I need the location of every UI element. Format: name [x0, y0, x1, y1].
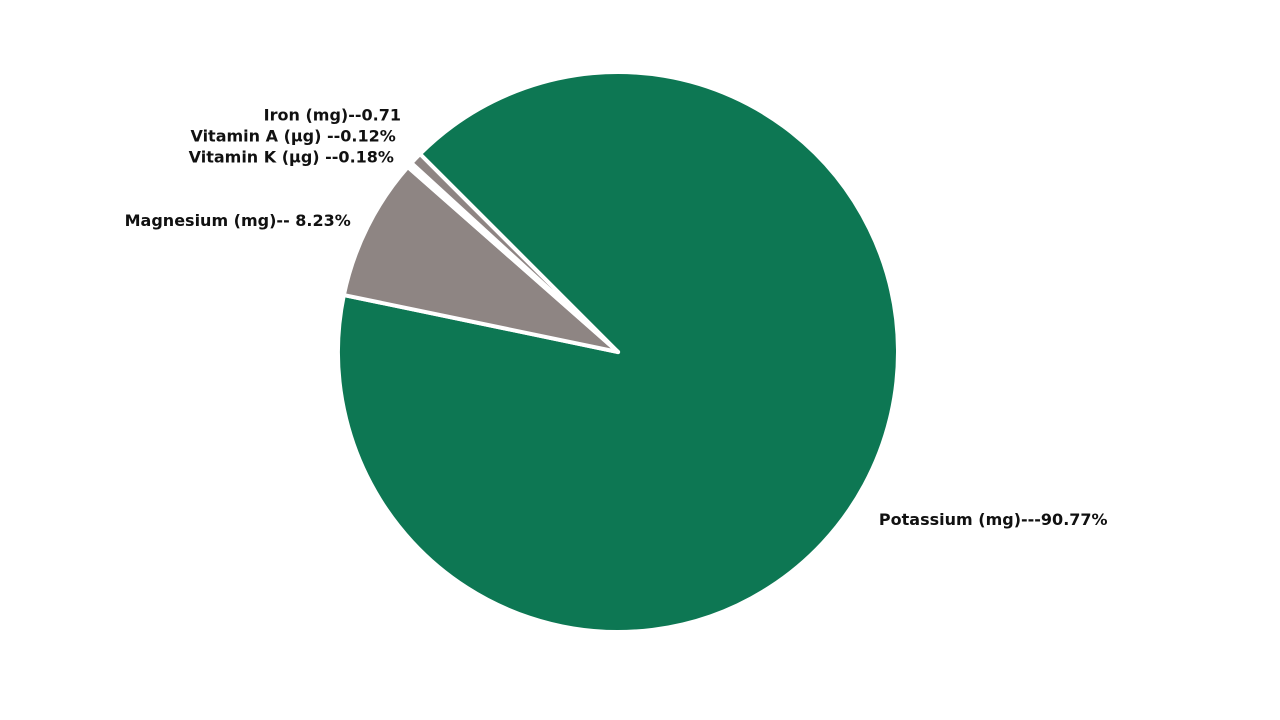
slice-label: Vitamin A (μg) --0.12%: [190, 126, 395, 145]
pie-slice: [341, 164, 620, 354]
pie-slice: [409, 152, 620, 354]
slice-label: Iron (mg)--0.71: [264, 105, 401, 124]
slice-label: Magnesium (mg)-- 8.23%: [125, 211, 351, 230]
slice-label: Vitamin K (μg) --0.18%: [189, 147, 394, 166]
slice-label: Potassium (mg)---90.77%: [879, 510, 1108, 529]
